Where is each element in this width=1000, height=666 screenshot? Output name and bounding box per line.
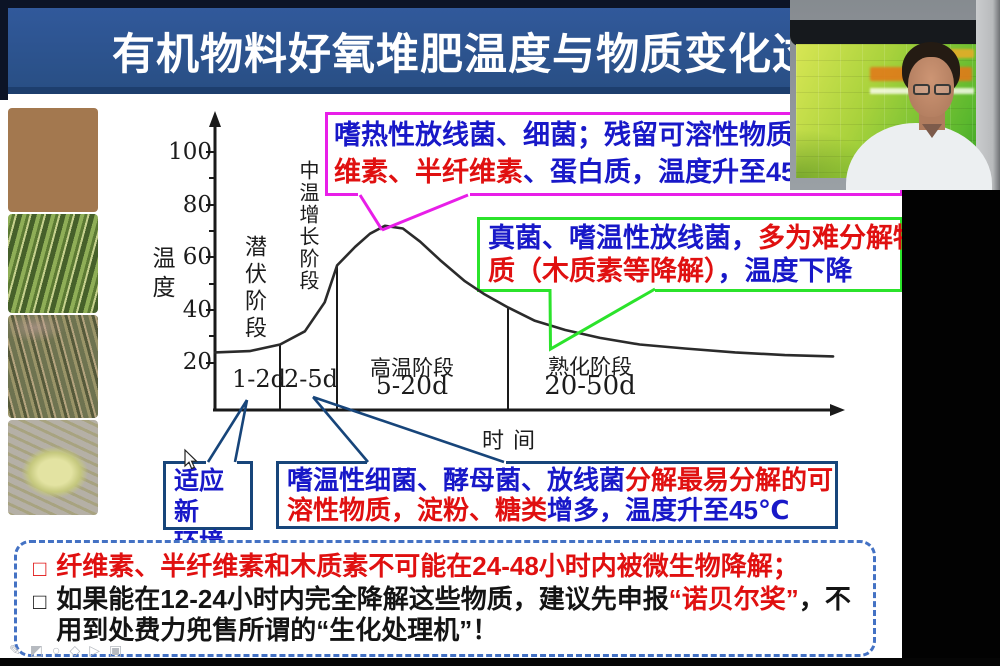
frame-top-edge xyxy=(0,0,1000,8)
note-item-2-text: 如果能在12-24小时内完全降解这些物质，建议先申报“诺贝尔奖”，不用到处费力兜… xyxy=(56,584,863,646)
checkbox-bullet-icon: □ xyxy=(33,556,47,581)
mesophilic-text-3: 溶性物质，淀粉、糖类 xyxy=(287,495,548,525)
phase-duration-lag: 1-2d xyxy=(231,365,286,393)
y-tick-20: 20 xyxy=(182,349,212,375)
x-axis-arrow-icon xyxy=(830,404,845,416)
maturation-text-4: ，温度下降 xyxy=(717,256,853,286)
thermophilic-text-1: 嗜热性放线菌、细菌；残留可溶性物质， xyxy=(334,120,820,150)
phase-duration-thermophilic: 5-20d xyxy=(375,371,449,400)
image-icon[interactable]: ▣ xyxy=(109,642,123,658)
adapt-text-1: 适应新 xyxy=(174,467,225,526)
annotation-toolbar: ✎ ◩ ○ ◇ ▷ ▣ xyxy=(9,642,122,658)
straw-residue-photo xyxy=(8,315,98,418)
thermophilic-text-3: 维素、半纤维素 xyxy=(334,157,523,187)
adapt-callout-box: 适应新 环境 xyxy=(163,461,253,557)
y-tick-60: 60 xyxy=(182,244,212,270)
adapt-callout-pointer xyxy=(206,399,249,463)
maturation-text-1: 真菌、嗜温性放线菌， xyxy=(488,223,758,253)
maturation-callout-pointer xyxy=(548,287,656,352)
maturation-callout-box: 真菌、嗜温性放线菌，多为难分解物 质（木质素等降解），温度下降 xyxy=(477,217,920,292)
phase-duration-mesophilic: 2-5d xyxy=(283,365,338,393)
note-item-2-highlight: “诺贝尔奖” xyxy=(668,584,799,614)
presenter-face xyxy=(908,57,954,117)
diamond-icon[interactable]: ◇ xyxy=(69,642,81,658)
mesophilic-text-1: 嗜温性细菌、酵母菌、放线菌 xyxy=(287,465,626,495)
note-item-1-text: 纤维素、半纤维素和木质素不可能在24-48小时内被微生物降解； xyxy=(56,551,799,581)
phase-duration-maturation: 20-50d xyxy=(544,371,636,401)
maturation-text-3: 质（木质素等降解） xyxy=(488,256,718,286)
note-item-1: □ 纤维素、半纤维素和木质素不可能在24-48小时内被微生物降解； xyxy=(33,551,863,584)
x-axis-label: 时间 xyxy=(481,429,544,454)
page-title: 有机物料好氧堆肥温度与物质变化过程 xyxy=(112,31,860,79)
phase-label-thermophilic: 高温阶段 xyxy=(370,356,454,380)
thermophilic-callout-box: 嗜热性放线菌、细菌；残留可溶性物质，纤 维素、半纤维素、蛋白质，温度升至45~7… xyxy=(325,112,903,196)
y-tick-80: 80 xyxy=(182,192,212,218)
frame-left-edge xyxy=(0,0,8,100)
glasses-icon xyxy=(911,84,953,97)
mesophilic-callout-box: 嗜温性细菌、酵母菌、放线菌分解最易分解的可 溶性物质，淀粉、糖类增多，温度升至4… xyxy=(276,461,838,529)
phase-label-mesophilic-growth: 中温增长阶段 xyxy=(296,160,320,292)
maturation-text-2: 多为难分解物 xyxy=(758,223,920,253)
summary-note-box: □ 纤维素、半纤维素和木质素不可能在24-48小时内被微生物降解； □ 如果能在… xyxy=(14,540,876,657)
y-axis-label: 温度 xyxy=(148,246,174,304)
y-tick-40: 40 xyxy=(182,297,212,323)
presenter-webcam[interactable] xyxy=(790,0,1000,190)
slide-title-bar: 有机物料好氧堆肥温度与物质变化过程 xyxy=(8,8,902,94)
note-item-2-post: ，不用到处费力兜售所谓的“生化处理机”！ xyxy=(56,584,851,645)
phase-label-maturation: 熟化阶段 xyxy=(548,355,632,379)
triangle-icon[interactable]: ▷ xyxy=(89,642,100,658)
phase-label-lag: 潜伏阶段 xyxy=(241,235,266,343)
green-grass-photo xyxy=(8,214,98,313)
webcam-ceiling-band xyxy=(790,20,1000,46)
mesophilic-text-4: 增多，温度升至45℃ xyxy=(547,495,790,525)
note-item-2-pre: 如果能在12-24小时内完全降解这些物质，建议先申报 xyxy=(56,584,669,614)
y-axis-arrow-icon xyxy=(209,111,221,127)
bamboo-husks-photo xyxy=(8,108,98,212)
corn-husks-photo xyxy=(8,420,98,515)
bottom-black-strip xyxy=(0,658,1000,666)
presenter-collar xyxy=(922,124,942,138)
ellipse-icon[interactable]: ○ xyxy=(51,642,61,658)
pen-icon[interactable]: ✎ xyxy=(9,642,21,658)
note-item-2: □ 如果能在12-24小时内完全降解这些物质，建议先申报“诺贝尔奖”，不用到处费… xyxy=(33,584,863,646)
select-box-icon[interactable]: ◩ xyxy=(29,642,43,658)
webcam-screen-logo-blur xyxy=(938,49,974,58)
mesophilic-text-2: 分解最易分解的可 xyxy=(625,465,834,495)
y-tick-100: 100 xyxy=(168,139,212,165)
thermophilic-callout-pointer xyxy=(358,193,469,232)
checkbox-bullet-icon: □ xyxy=(33,589,47,614)
